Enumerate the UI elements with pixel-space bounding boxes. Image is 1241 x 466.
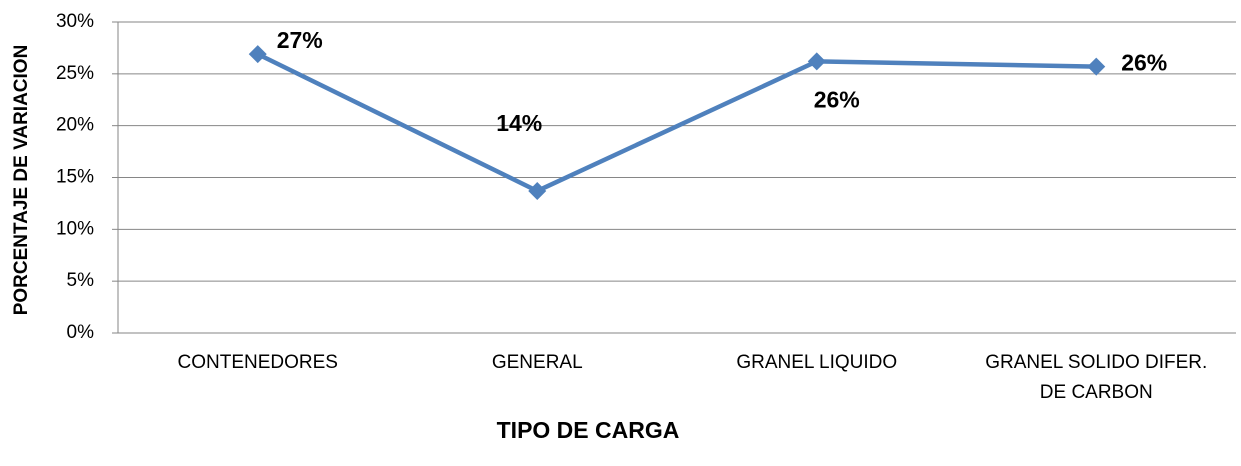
y-tick-label: 30% xyxy=(56,11,94,32)
marker xyxy=(528,181,547,200)
marker xyxy=(1087,57,1106,76)
data-label: 27% xyxy=(277,27,323,53)
x-tick-label: GRANEL SOLIDO DIFER. DE CARBON xyxy=(985,352,1208,403)
y-tick-label: 5% xyxy=(67,270,95,291)
marker xyxy=(248,45,267,64)
y-tick-label: 20% xyxy=(56,115,94,136)
y-tick-label: 15% xyxy=(56,167,94,188)
marker xyxy=(807,52,826,71)
data-label: 26% xyxy=(1121,50,1167,76)
x-tick-label: GRANEL LIQUIDO xyxy=(736,352,898,373)
x-axis-title: TIPO DE CARGA xyxy=(497,417,680,443)
data-label: 26% xyxy=(814,86,860,112)
x-tick-label: CONTENEDORES xyxy=(177,352,338,373)
x-tick-label: GENERAL xyxy=(491,352,583,373)
y-tick-label: 25% xyxy=(56,63,94,84)
data-label: 14% xyxy=(496,110,542,136)
y-tick-label: 0% xyxy=(67,322,95,343)
y-tick-label: 10% xyxy=(56,218,94,239)
y-axis-title: PORCENTAJE DE VARIACION xyxy=(11,45,32,316)
line xyxy=(256,52,1097,194)
